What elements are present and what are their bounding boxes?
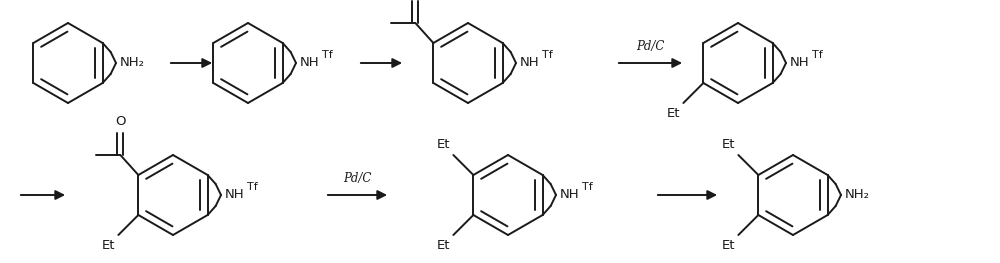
Text: Et: Et bbox=[102, 239, 115, 252]
Text: NH: NH bbox=[520, 57, 540, 69]
Text: O: O bbox=[115, 115, 126, 128]
Text: Et: Et bbox=[722, 138, 735, 151]
Text: Pd/C: Pd/C bbox=[636, 40, 665, 53]
Text: NH₂: NH₂ bbox=[120, 57, 145, 69]
Text: Tf: Tf bbox=[542, 50, 553, 60]
Text: Tf: Tf bbox=[582, 182, 593, 192]
Text: NH₂: NH₂ bbox=[845, 189, 870, 201]
Text: NH: NH bbox=[560, 189, 580, 201]
Text: Et: Et bbox=[437, 239, 450, 252]
Text: Tf: Tf bbox=[247, 182, 258, 192]
Text: Et: Et bbox=[667, 107, 680, 120]
Text: NH: NH bbox=[790, 57, 810, 69]
Text: Tf: Tf bbox=[812, 50, 823, 60]
Text: Et: Et bbox=[437, 138, 450, 151]
Text: Et: Et bbox=[722, 239, 735, 252]
Text: NH: NH bbox=[225, 189, 245, 201]
Text: Tf: Tf bbox=[322, 50, 333, 60]
Text: NH: NH bbox=[300, 57, 320, 69]
Text: Pd/C: Pd/C bbox=[343, 172, 372, 185]
